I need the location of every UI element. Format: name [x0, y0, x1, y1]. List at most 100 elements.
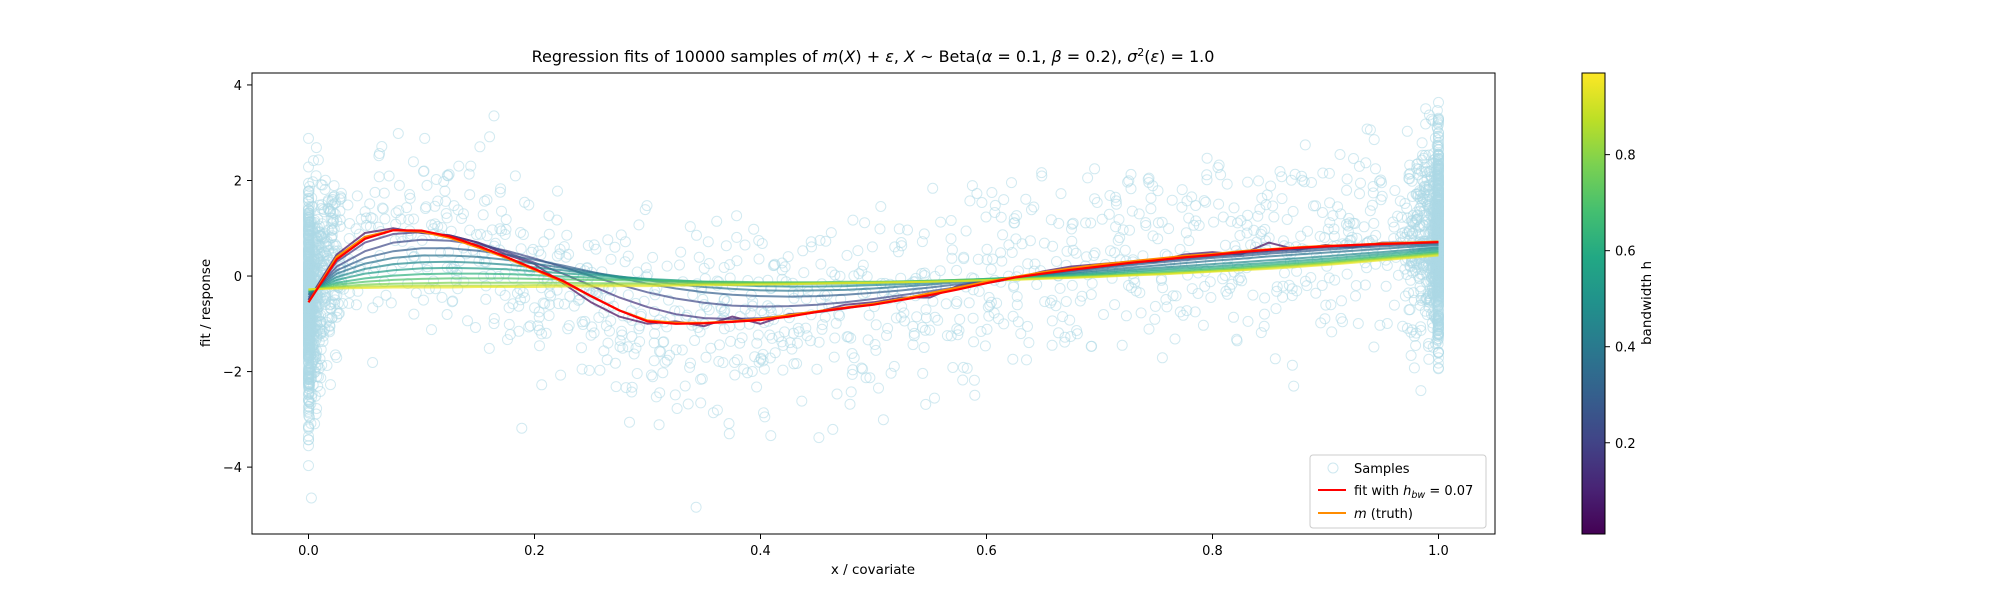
sample-point	[372, 296, 384, 308]
sample-point	[934, 265, 946, 277]
sample-point	[1247, 289, 1259, 301]
sample-point	[303, 405, 315, 417]
sample-point	[523, 199, 535, 211]
sample-point	[544, 299, 556, 311]
sample-point	[723, 418, 735, 429]
sample-point	[1074, 295, 1086, 307]
sample-point	[552, 185, 563, 197]
sample-point	[1007, 353, 1019, 365]
sample-point	[1009, 217, 1021, 229]
sample-point	[701, 301, 713, 313]
sample-point	[303, 185, 315, 197]
sample-point	[1231, 333, 1243, 345]
sample-point	[896, 240, 908, 252]
sample-point	[820, 235, 832, 247]
sample-point	[723, 428, 735, 440]
sample-point	[1393, 269, 1404, 281]
sample-point	[1433, 183, 1444, 195]
sample-point	[344, 218, 356, 229]
sample-point	[816, 302, 828, 314]
sample-point	[864, 372, 876, 384]
sample-point	[1103, 208, 1115, 220]
sample-point	[718, 262, 730, 273]
sample-point	[303, 189, 314, 201]
sample-point	[1149, 300, 1161, 312]
sample-point	[484, 131, 496, 143]
x-tick-label: 0.0	[298, 544, 319, 559]
sample-point	[695, 397, 707, 409]
sample-point	[1405, 350, 1417, 361]
sample-point	[430, 174, 442, 185]
sample-point	[1066, 235, 1078, 247]
sample-point	[1276, 193, 1288, 205]
sample-point	[985, 263, 997, 275]
sample-point	[1213, 159, 1225, 171]
sample-point	[957, 361, 969, 373]
sample-point	[432, 195, 444, 207]
sample-point	[1133, 208, 1145, 220]
sample-point	[1413, 228, 1424, 240]
sample-point	[856, 362, 867, 374]
sample-point	[1091, 197, 1103, 208]
sample-point	[814, 234, 826, 246]
sample-point	[1219, 239, 1231, 251]
sample-point	[615, 229, 627, 241]
sample-point	[1007, 310, 1019, 322]
sample-point	[951, 296, 963, 307]
sample-point	[1350, 290, 1361, 302]
sample-point	[1059, 336, 1071, 348]
sample-point	[885, 367, 897, 379]
chart-title: Regression fits of 10000 samples of m(X)…	[532, 46, 1215, 66]
sample-point	[1433, 96, 1444, 108]
sample-point	[1259, 308, 1270, 320]
sample-point	[1193, 220, 1205, 231]
sample-point	[562, 323, 574, 335]
sample-point	[1003, 239, 1015, 251]
sample-point	[1221, 288, 1233, 300]
sample-point	[465, 160, 477, 172]
sample-point	[1205, 292, 1217, 303]
sample-point	[451, 265, 463, 277]
sample-point	[311, 403, 323, 414]
sample-point	[390, 207, 402, 219]
sample-point	[1415, 285, 1427, 297]
sample-point	[826, 266, 838, 278]
sample-point	[1200, 196, 1212, 208]
sample-point	[1388, 221, 1400, 233]
sample-point	[1343, 212, 1355, 224]
sample-point	[659, 356, 671, 368]
sample-point	[477, 209, 489, 221]
sample-point	[947, 362, 959, 373]
sample-point	[1433, 275, 1444, 287]
sample-point	[1302, 225, 1313, 237]
sample-point	[863, 309, 875, 321]
sample-point	[633, 219, 645, 231]
sample-point	[614, 335, 626, 346]
sample-point	[1254, 203, 1266, 215]
sample-point	[1433, 192, 1444, 204]
sample-point	[1430, 309, 1442, 321]
sample-point	[1433, 280, 1444, 292]
sample-point	[558, 298, 570, 310]
sample-point	[1066, 279, 1078, 291]
sample-point	[919, 324, 931, 336]
sample-point	[860, 372, 872, 384]
sample-point	[1110, 198, 1122, 210]
sample-point	[1423, 207, 1435, 219]
sample-point	[1412, 190, 1424, 202]
sample-point	[634, 336, 646, 348]
sample-point	[963, 297, 975, 309]
sample-point	[647, 251, 659, 263]
sample-point	[303, 224, 314, 236]
sample-point	[675, 246, 687, 258]
sample-point	[1242, 209, 1254, 221]
sample-point	[1432, 284, 1444, 296]
sample-point	[475, 228, 486, 240]
sample-point	[841, 249, 853, 261]
sample-point	[881, 330, 892, 341]
sample-point	[751, 381, 763, 393]
sample-point	[1418, 180, 1430, 192]
sample-point	[576, 342, 587, 354]
sample-point	[523, 321, 535, 333]
sample-point	[408, 213, 420, 225]
